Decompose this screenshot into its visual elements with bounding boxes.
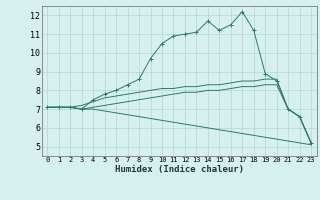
X-axis label: Humidex (Indice chaleur): Humidex (Indice chaleur) — [115, 165, 244, 174]
